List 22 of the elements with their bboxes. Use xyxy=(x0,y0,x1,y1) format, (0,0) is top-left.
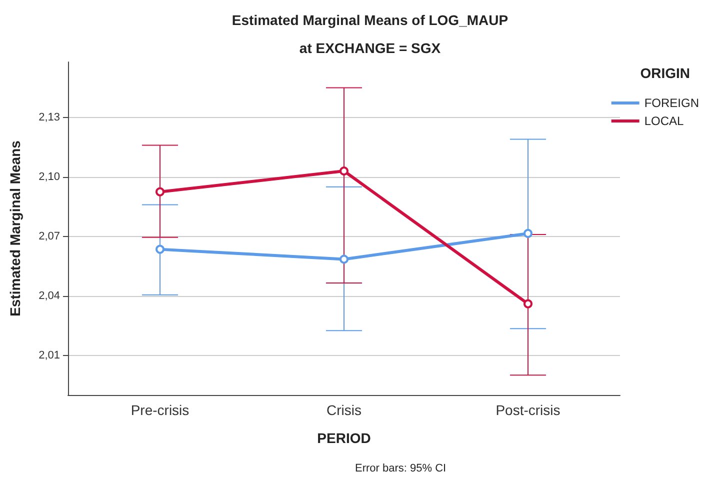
point xyxy=(340,166,348,176)
point xyxy=(156,187,164,196)
y-tick-label: 2,13 xyxy=(38,112,60,124)
y-tick-label: 2,07 xyxy=(38,230,60,242)
text: Error bars: 95% CI xyxy=(355,462,446,474)
chart-title: Estimated Marginal Means of LOG_MAUP xyxy=(232,12,508,28)
y-axis-title: Estimated Marginal Means xyxy=(7,140,23,316)
point xyxy=(156,244,164,254)
chart-subtitle: at EXCHANGE = SGX xyxy=(299,40,442,56)
legend-label: LOCAL xyxy=(644,114,684,128)
x-axis-title: PERIOD xyxy=(317,430,371,446)
y-tick-label: 2,04 xyxy=(38,290,60,302)
x-tick-label: Post-crisis xyxy=(496,402,560,418)
point xyxy=(524,228,532,238)
point xyxy=(340,254,348,264)
x-tick-label: Pre-crisis xyxy=(130,402,190,418)
y-tick-label: 2,10 xyxy=(38,170,60,183)
x-tick-label: Crisis xyxy=(326,402,362,418)
y-tick-label: 2,01 xyxy=(38,349,60,362)
legend-label: FOREIGN xyxy=(644,96,700,110)
legend-title: ORIGIN xyxy=(640,65,690,81)
point xyxy=(524,299,532,308)
